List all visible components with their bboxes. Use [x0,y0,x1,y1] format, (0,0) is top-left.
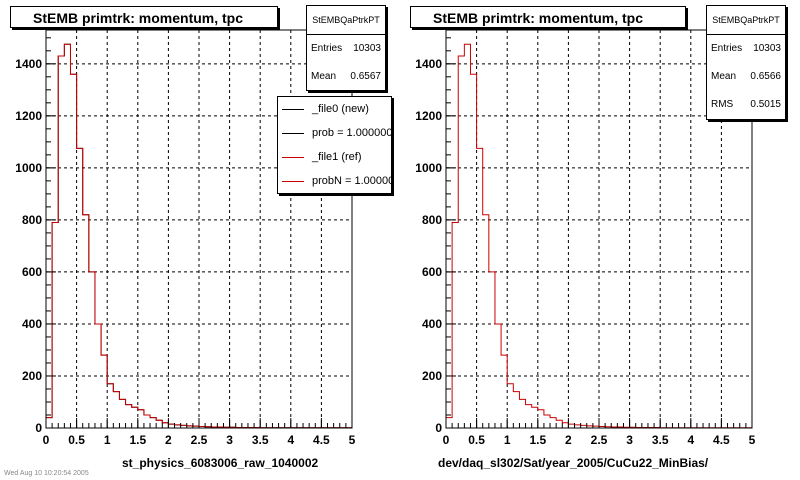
left-histogram-panel: 0 0.5 1 1.5 2 2.5 3 3.5 4 4.5 5 0 200 400 600 800 1000 12… [10,5,392,470]
right-histogram-title: StEMB primtrk: momentum, tpc [410,6,686,28]
y-tick-label: 1400 [15,57,42,71]
right-stats-entries-value: 10303 [753,43,781,54]
y-tick-label: 200 [22,369,42,383]
y-tick-label: 200 [422,369,442,383]
right-stats-box: StEMBQaPtrkPT Entries 10303 Mean 0.6566 … [706,5,786,120]
y-tick-label: 400 [422,317,442,331]
right-stats-entries-row: Entries 10303 [707,35,785,63]
right-stats-mean-value: 0.6566 [750,71,781,82]
legend-line-icon [282,156,304,158]
y-tick-label: 600 [422,265,442,279]
right-stats-entries-label: Entries [711,43,743,54]
left-stats-box: StEMBQaPtrkPT Entries 10303 Mean 0.6567 [306,5,386,91]
footer-timestamp: Wed Aug 10 10:20:54 2005 [4,470,89,477]
legend-entry-probn: probN = 1.000000 [278,169,391,193]
x-tick-label: 3.5 [652,433,669,447]
legend-label: _file0 (new) [312,103,369,115]
x-tick-label: 1.5 [129,433,146,447]
legend-label: probN = 1.000000 [312,175,392,187]
left-stats-entries-value: 10303 [353,43,381,54]
left-stats-entries-label: Entries [311,43,343,54]
y-tick-label: 1000 [415,161,442,175]
left-stats-mean-label: Mean [311,71,337,82]
y-tick-label: 1400 [415,57,442,71]
left-stats-entries-row: Entries 10303 [307,35,385,63]
x-tick-label: 1 [504,433,511,447]
right-stats-rms-row: RMS 0.5015 [707,91,785,119]
legend-entry-prob: prob = 1.000000 [278,121,391,145]
x-tick-label: 4.5 [713,433,730,447]
x-tick-label: 1.5 [529,433,546,447]
y-tick-label: 400 [22,317,42,331]
x-tick-label: 2 [165,433,172,447]
x-tick-label: 3 [226,433,233,447]
legend-label: prob = 1.000000 [312,127,392,139]
right-stats-mean-row: Mean 0.6566 [707,63,785,91]
right-stats-rms-label: RMS [711,99,734,110]
y-tick-label: 1000 [15,161,42,175]
y-tick-label: 1200 [415,109,442,123]
right-histogram-plot: 0 0.5 1 1.5 2 2.5 3 3.5 4 4.5 5 0 200 400 600 800 1000 12… [415,29,756,447]
x-tick-label: 2 [565,433,572,447]
right-stats-rms-value: 0.5015 [750,99,781,110]
y-tick-label: 0 [35,421,42,435]
left-stats-mean-row: Mean 0.6567 [307,63,385,91]
y-tick-label: 0 [435,421,442,435]
x-tick-label: 0 [443,433,450,447]
x-tick-label: 4.5 [313,433,330,447]
left-legend: _file0 (new) prob = 1.000000 _file1 (ref… [277,96,392,194]
y-tick-label: 1200 [15,109,42,123]
left-stats-name: StEMBQaPtrkPT [307,6,385,35]
x-tick-label: 0.5 [68,433,85,447]
left-stats-mean-value: 0.6567 [350,71,381,82]
y-tick-label: 800 [422,213,442,227]
x-tick-label: 4 [687,433,694,447]
x-tick-label: 2.5 [591,433,608,447]
y-tick-label: 800 [22,213,42,227]
x-tick-label: 0.5 [468,433,485,447]
right-histogram-panel: 0 0.5 1 1.5 2 2.5 3 3.5 4 4.5 5 0 200 400 600 800 1000 12… [400,0,800,480]
x-tick-label: 2.5 [191,433,208,447]
x-tick-label: 0 [43,433,50,447]
legend-entry-file1: _file1 (ref) [278,145,391,169]
right-x-axis-label: dev/daq_sl302/Sat/year_2005/CuCu22_MinBi… [438,456,709,470]
y-tick-label: 600 [22,265,42,279]
x-tick-label: 5 [349,433,356,447]
legend-line-icon [282,132,304,134]
legend-line-icon [282,180,304,182]
x-tick-label: 5 [749,433,756,447]
legend-entry-file0: _file0 (new) [278,97,391,121]
right-stats-name: StEMBQaPtrkPT [707,6,785,35]
left-x-axis-label: st_physics_6083006_raw_1040002 [122,456,319,470]
x-tick-label: 4 [287,433,294,447]
x-tick-label: 3.5 [252,433,269,447]
legend-label: _file1 (ref) [312,151,362,163]
right-stats-mean-label: Mean [711,71,737,82]
x-tick-label: 1 [104,433,111,447]
x-tick-label: 3 [626,433,633,447]
legend-line-icon [282,108,304,110]
left-histogram-title: StEMB primtrk: momentum, tpc [10,6,278,28]
